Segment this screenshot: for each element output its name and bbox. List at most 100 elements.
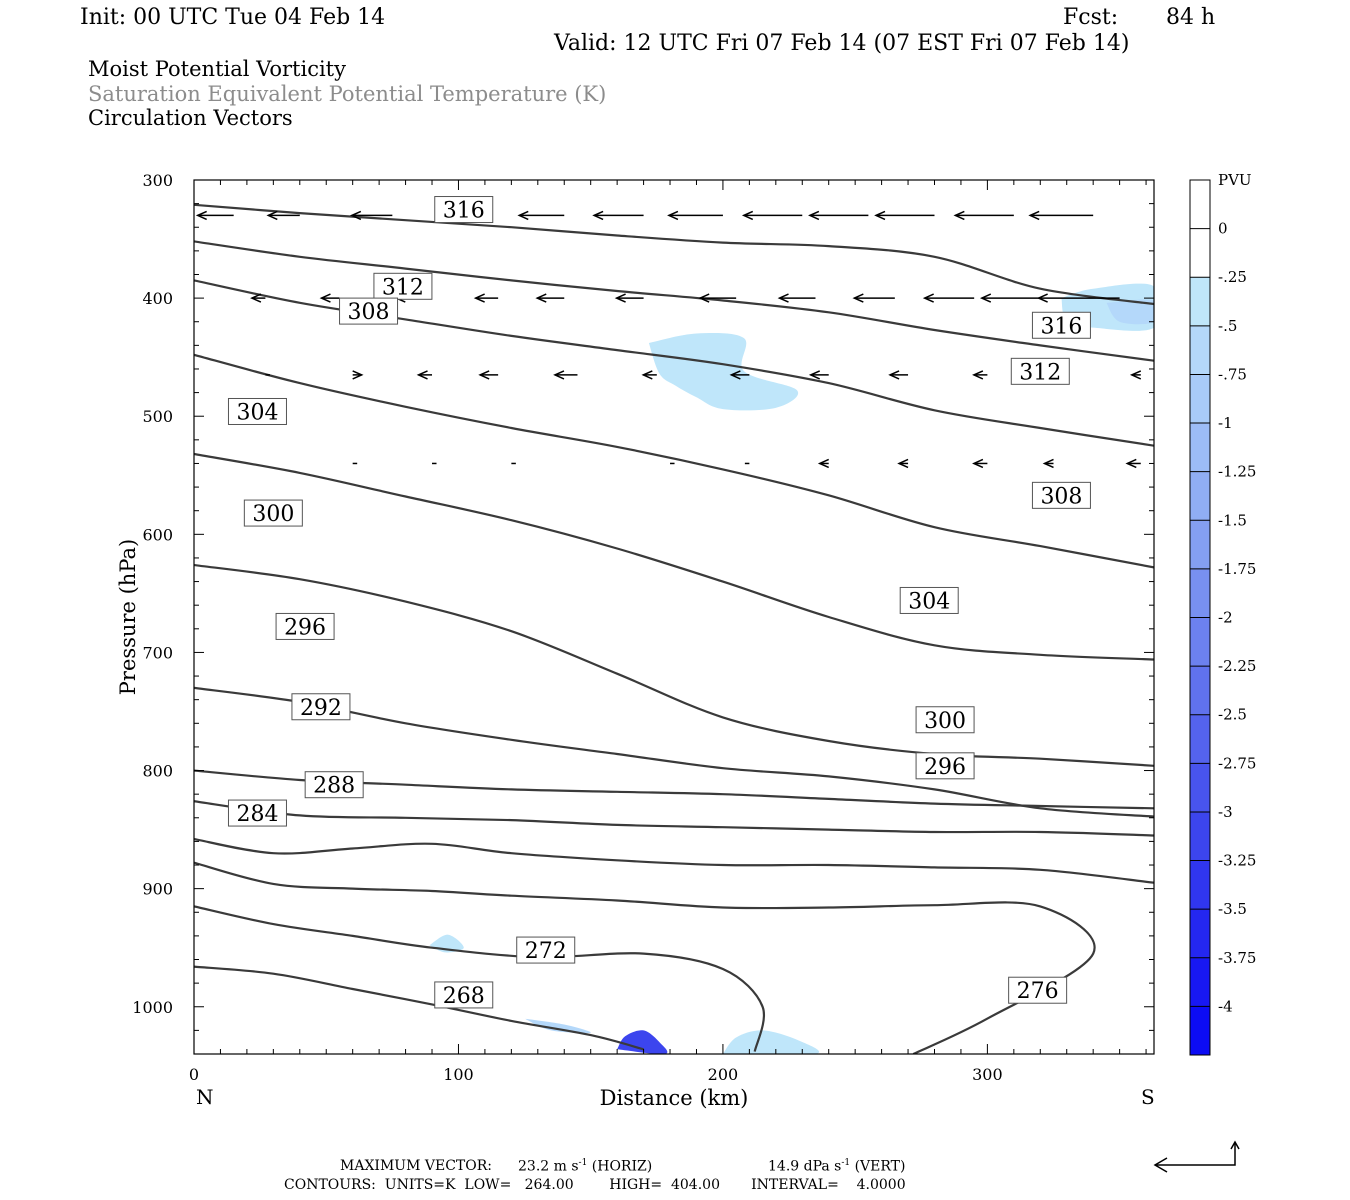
colorbar-label: -4: [1218, 997, 1233, 1015]
vector-arrowhead: [352, 370, 364, 380]
vector-arrowhead: [874, 210, 886, 221]
contour-label-312: 312: [382, 275, 424, 300]
north-end-label: N: [196, 1085, 214, 1109]
colorbar-label: -1.5: [1218, 511, 1247, 529]
contour-label-296: 296: [284, 615, 326, 640]
colorbar-swatch: [1190, 471, 1210, 521]
colorbar-swatch: [1190, 763, 1210, 812]
vector-arrowhead: [641, 370, 653, 380]
vector-arrowhead: [473, 293, 485, 303]
vector-arrowhead: [592, 210, 604, 221]
y-tick-label: 300: [142, 171, 173, 190]
vector-arrowhead: [1125, 458, 1137, 469]
contour-label-284: 284: [236, 802, 278, 827]
y-tick-label: 700: [142, 643, 173, 662]
theta-es-contour-280: [194, 837, 1154, 884]
y-tick-label: 800: [142, 762, 173, 781]
colorbar-swatch: [1190, 666, 1210, 715]
theta-es-contour-316: [194, 203, 1154, 306]
vector-arrowhead: [972, 458, 984, 469]
contour-label-box: [227, 799, 287, 827]
vector-arrowhead: [817, 458, 830, 469]
theta-es-contour-304: [194, 353, 1154, 569]
colorbar-label: -2.5: [1218, 706, 1247, 724]
colorbar-label: -3.5: [1218, 900, 1247, 918]
theta-es-contour-284: [194, 800, 1154, 837]
colorbar-label: 0: [1218, 220, 1228, 238]
vector-arrowhead: [667, 210, 679, 221]
theta-es-contour-272: [194, 905, 765, 1052]
x-tick-label: 100: [443, 1065, 474, 1084]
colorbar-swatch: [1190, 957, 1210, 1007]
colorbar-label: -3.25: [1218, 852, 1256, 870]
colorbar-swatch: [1190, 1006, 1210, 1055]
colorbar-swatch: [1190, 374, 1210, 424]
vector-arrowhead: [852, 293, 864, 303]
max-vector-vert: 14.9 dPa s-1 (VERT): [768, 1158, 906, 1175]
contour-label-288: 288: [313, 774, 355, 799]
max-vector-horiz: 23.2 m s-1 (HORIZ): [518, 1158, 653, 1175]
vector-arrowhead: [777, 293, 789, 303]
colorbar-swatch: [1190, 617, 1210, 667]
vector-arrowhead: [195, 210, 207, 221]
vector-arrowhead: [888, 370, 900, 380]
vector-arrowhead: [416, 370, 428, 380]
vector-arrowhead: [953, 210, 965, 221]
contour-label-316: 316: [1040, 314, 1082, 339]
x-tick-label: 200: [708, 1065, 739, 1084]
vector-arrowhead: [517, 210, 529, 221]
contour-label-268: 268: [443, 984, 485, 1009]
theta-es-contour-296: [194, 563, 1154, 767]
title-circulation: Circulation Vectors: [88, 106, 293, 130]
colorbar-label: -2.75: [1218, 754, 1256, 772]
plot-area: [194, 203, 1154, 1054]
valid-time: Valid: 12 UTC Fri 07 Feb 14 (07 EST Fri …: [554, 31, 1130, 56]
contour-label-box: [1010, 357, 1070, 385]
x-tick-label: 0: [189, 1065, 199, 1084]
forecast-hour: 84 h: [1166, 5, 1216, 30]
contour-info: CONTOURS: UNITS=K LOW= 264.00 HIGH= 404.…: [284, 1177, 906, 1193]
colorbar-swatch: [1190, 423, 1210, 472]
y-axis-label: Pressure (hPa): [116, 539, 140, 695]
contour-label-box: [1031, 311, 1091, 339]
contour-label-272: 272: [525, 939, 567, 964]
contour-label-292: 292: [300, 696, 342, 721]
colorbar-swatch: [1190, 180, 1210, 229]
theta-es-contour-312: [194, 240, 1154, 362]
contour-label-300: 300: [924, 709, 966, 734]
vector-arrowhead: [250, 293, 262, 303]
init-time: Init: 00 UTC Tue 04 Feb 14: [80, 5, 386, 30]
contour-label-box: [227, 397, 287, 425]
contour-label-312: 312: [1019, 360, 1061, 385]
theta-es-contour-276: [194, 861, 1096, 1054]
reference-vector: [1155, 1143, 1236, 1166]
title-theta-es: Saturation Equivalent Potential Temperat…: [88, 82, 607, 106]
forecast-label: Fcst:: [1063, 5, 1119, 30]
contour-label-box: [339, 297, 399, 325]
colorbar-swatch: [1190, 520, 1210, 569]
colorbar-label: -.75: [1218, 365, 1247, 383]
y-tick-label: 600: [142, 525, 173, 544]
vector-arrowhead: [1129, 370, 1142, 380]
title-mpv: Moist Potential Vorticity: [88, 57, 346, 81]
contour-label-box: [243, 499, 303, 527]
vector-arrowhead: [808, 210, 820, 221]
pv-shaded-region: [617, 1030, 668, 1054]
y-tick-label: 1000: [132, 998, 173, 1017]
vector-arrowhead: [922, 293, 934, 303]
colorbar-swatch: [1190, 860, 1210, 910]
contour-label-box: [899, 586, 959, 614]
contour-label-300: 300: [252, 502, 294, 527]
vector-arrowhead: [553, 370, 565, 380]
vector-arrowhead: [614, 293, 626, 303]
colorbar-swatch: [1190, 714, 1210, 764]
vector-arrowhead: [1036, 293, 1048, 303]
vector-arrowhead: [979, 293, 992, 303]
contour-label-308: 308: [1040, 484, 1082, 509]
colorbar-swatch: [1190, 909, 1210, 958]
contour-label-box: [304, 771, 364, 799]
vector-arrowhead: [478, 370, 490, 380]
vector-arrowhead: [741, 210, 754, 221]
vector-arrowhead: [319, 293, 331, 303]
